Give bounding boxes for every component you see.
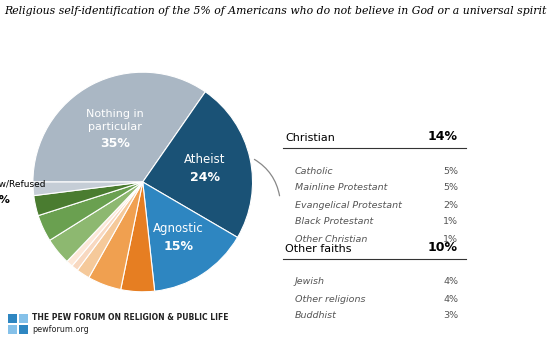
Text: Nothing in: Nothing in xyxy=(86,109,144,119)
Text: Atheist: Atheist xyxy=(184,153,226,166)
Text: 1%: 1% xyxy=(443,217,458,226)
Wedge shape xyxy=(77,182,143,278)
Bar xyxy=(19,314,28,323)
Text: 4%: 4% xyxy=(443,278,458,287)
Text: Buddhist: Buddhist xyxy=(295,312,337,321)
Text: Mainline Protestant: Mainline Protestant xyxy=(295,183,388,192)
Text: 14%: 14% xyxy=(428,130,458,143)
Text: 4%: 4% xyxy=(443,294,458,303)
Wedge shape xyxy=(121,182,155,292)
Bar xyxy=(19,325,28,334)
Wedge shape xyxy=(89,182,143,289)
Text: 35%: 35% xyxy=(100,137,130,150)
Text: 10%: 10% xyxy=(428,241,458,254)
Wedge shape xyxy=(34,182,143,216)
Text: 2%: 2% xyxy=(443,201,458,210)
Wedge shape xyxy=(67,182,143,266)
Text: Don't know/Refused: Don't know/Refused xyxy=(0,179,46,188)
Wedge shape xyxy=(33,72,205,182)
Text: 1%: 1% xyxy=(443,234,458,244)
Text: particular: particular xyxy=(88,122,142,132)
Text: pewforum.org: pewforum.org xyxy=(32,325,89,334)
Wedge shape xyxy=(143,92,253,237)
Text: 2%: 2% xyxy=(0,195,10,205)
Text: 3%: 3% xyxy=(443,312,458,321)
Text: 5%: 5% xyxy=(443,167,458,175)
Text: Religious self-identification of the 5% of Americans who do not believe in God o: Religious self-identification of the 5% … xyxy=(4,6,546,16)
Text: Evangelical Protestant: Evangelical Protestant xyxy=(295,201,402,210)
Wedge shape xyxy=(72,182,143,270)
Text: Agnostic: Agnostic xyxy=(153,222,204,235)
Bar xyxy=(8,314,17,323)
Bar xyxy=(8,325,17,334)
Text: Other religions: Other religions xyxy=(295,294,366,303)
Wedge shape xyxy=(38,182,143,240)
Text: Black Protestant: Black Protestant xyxy=(295,217,373,226)
Text: 24%: 24% xyxy=(190,170,220,183)
Text: Other faiths: Other faiths xyxy=(285,244,351,254)
Text: 5%: 5% xyxy=(443,183,458,192)
Text: 15%: 15% xyxy=(164,239,194,253)
Text: Jewish: Jewish xyxy=(295,278,325,287)
Text: Christian: Christian xyxy=(285,133,335,143)
Wedge shape xyxy=(50,182,143,261)
Wedge shape xyxy=(33,182,143,196)
Text: Catholic: Catholic xyxy=(295,167,334,175)
Text: THE PEW FORUM ON RELIGION & PUBLIC LIFE: THE PEW FORUM ON RELIGION & PUBLIC LIFE xyxy=(32,313,228,322)
Text: Other Christian: Other Christian xyxy=(295,234,367,244)
Wedge shape xyxy=(143,182,238,291)
